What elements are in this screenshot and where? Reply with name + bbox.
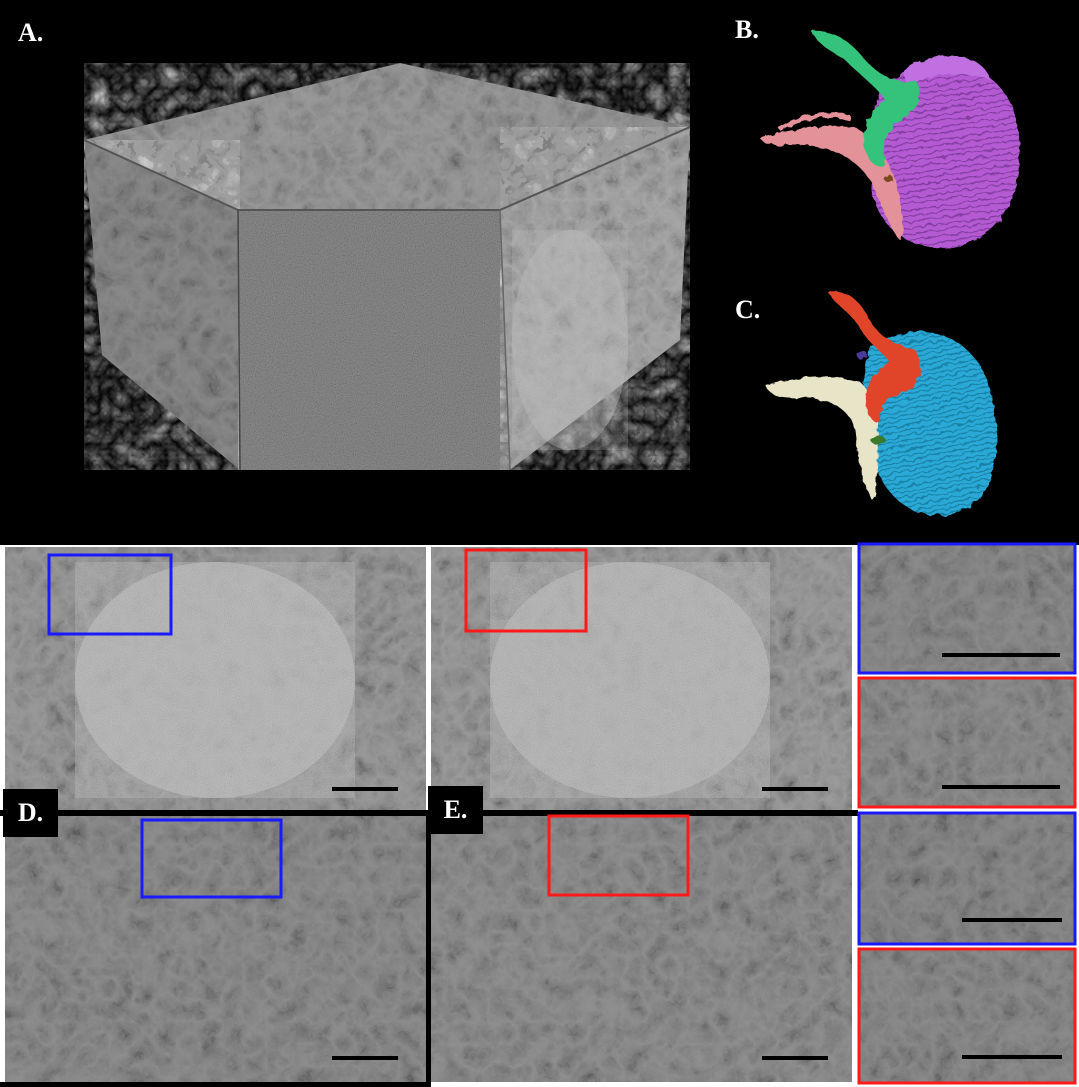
scale-bar [332, 787, 398, 791]
zoom-inset-blue-bottom [857, 811, 1077, 946]
scale-bar [942, 653, 1060, 657]
scale-bar [762, 787, 828, 791]
em-slice-e-top [431, 547, 852, 810]
zoom-inset-red-top [857, 676, 1077, 809]
scale-bar [332, 1056, 398, 1060]
zoom-inset-blue-top [857, 542, 1077, 675]
3d-reconstruction-purple-nucleus [760, 31, 1020, 249]
scale-bar [962, 1055, 1062, 1059]
em-slice-e-bottom [431, 814, 852, 1082]
highlight-box-red [464, 548, 588, 633]
zoom-inset-red-bottom [857, 947, 1077, 1085]
highlight-box-blue [140, 818, 283, 899]
scale-bar [962, 918, 1062, 922]
3d-reconstruction-blue-nucleus [765, 291, 997, 516]
panel-label-c: C. [735, 295, 761, 324]
highlight-box-red [547, 814, 690, 897]
em-slice-d-bottom [5, 816, 426, 1082]
scale-bar [762, 1056, 828, 1060]
em-volume-cube [83, 63, 691, 471]
panel-label-a: A. [18, 18, 44, 47]
em-slice-d-top [5, 547, 426, 810]
panel-label-b: B. [735, 15, 759, 44]
highlight-box-blue [47, 553, 173, 636]
panel-label-d: D. [3, 789, 58, 837]
panel-label-e: E. [428, 786, 483, 834]
scale-bar [942, 785, 1060, 789]
